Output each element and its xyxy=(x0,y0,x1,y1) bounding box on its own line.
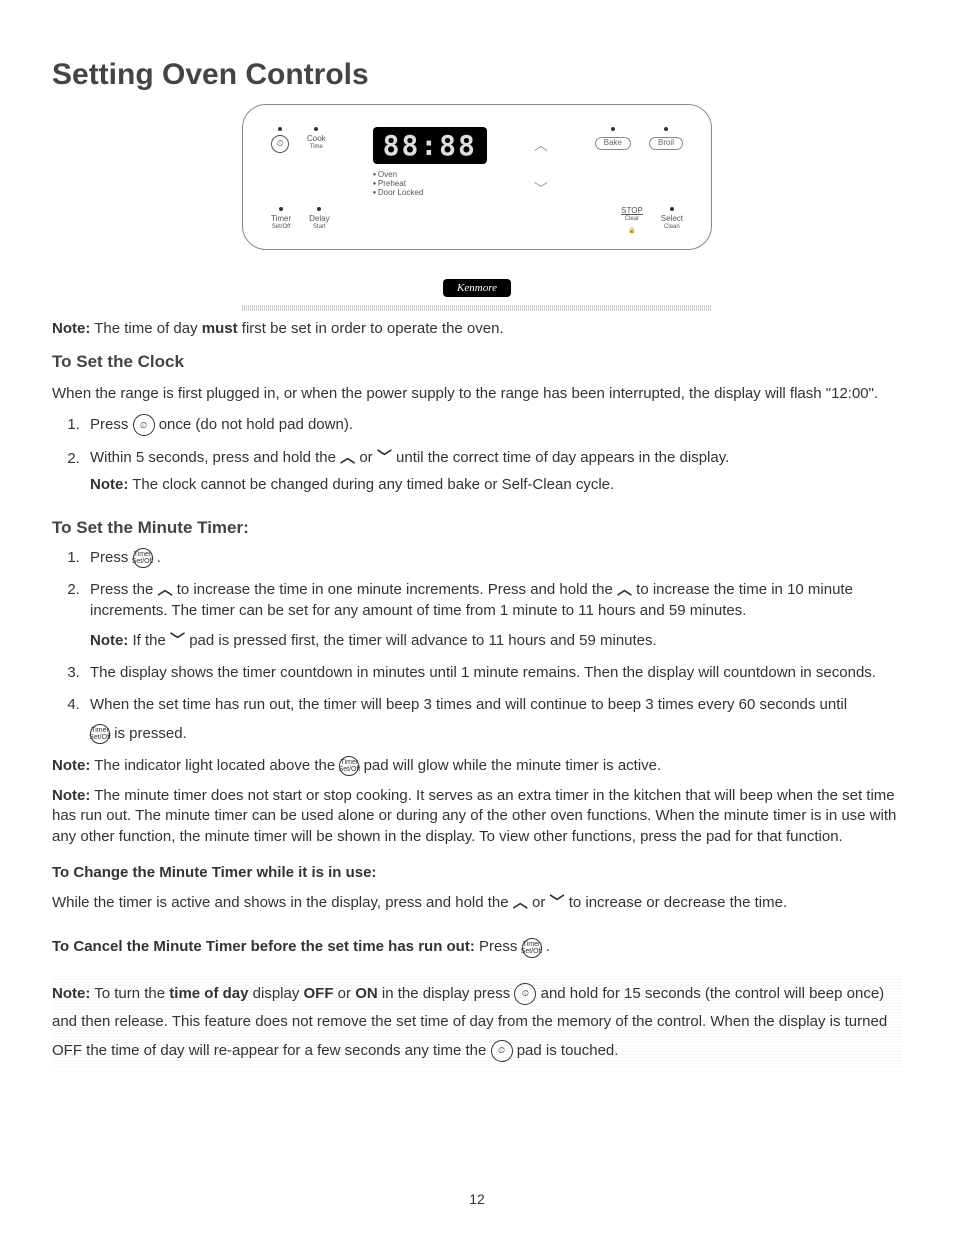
down-arrow-icon: ﹀ xyxy=(170,632,185,649)
clock-icon: ⏲ xyxy=(271,135,289,153)
down-arrow-icon: ﹀ xyxy=(377,449,392,466)
clock-icon: ⏲ xyxy=(133,414,155,436)
panel-delay-button: Delay Start xyxy=(309,207,329,230)
clock-icon: ⏲ xyxy=(514,983,536,1005)
up-arrow-icon: ︿ xyxy=(617,581,632,598)
heading-cancel-timer: To Cancel the Minute Timer before the se… xyxy=(52,937,902,957)
panel-cook-time-button: Cook Time xyxy=(307,127,326,153)
control-panel-figure: ⏲ Cook Time 88:88 Oven Preheat Door Lock… xyxy=(242,104,712,311)
clock-intro: When the range is first plugged in, or w… xyxy=(52,384,902,404)
note-indicator-light: Note: The indicator light located above … xyxy=(52,756,902,776)
panel-up-arrow: ︿ xyxy=(534,135,548,155)
up-arrow-icon: ︿ xyxy=(158,581,173,598)
clock-step-1: Press ⏲ once (do not hold pad down). xyxy=(84,414,902,436)
timer-icon: TimerSet/Off xyxy=(339,756,359,776)
note-set-time-first: Note: The time of day must first be set … xyxy=(52,319,902,339)
timer-icon: TimerSet/Off xyxy=(90,724,110,744)
lock-icon: 🔒 xyxy=(628,228,635,235)
clock-steps: Press ⏲ once (do not hold pad down). Wit… xyxy=(78,414,902,495)
page-title: Setting Oven Controls xyxy=(52,58,902,92)
panel-bake-button: Bake xyxy=(595,127,631,152)
timer-step-1: Press TimerSet/Off . xyxy=(84,548,902,568)
status-door-locked: Door Locked xyxy=(373,188,487,197)
clock-step-2: Within 5 seconds, press and hold the ︿ o… xyxy=(84,448,902,495)
heading-change-timer: To Change the Minute Timer while it is i… xyxy=(52,863,902,883)
panel-broil-button: Broil xyxy=(649,127,683,152)
page-number: 12 xyxy=(0,1191,954,1207)
change-timer-text: While the timer is active and shows in t… xyxy=(52,893,902,913)
heading-set-minute-timer: To Set the Minute Timer: xyxy=(52,517,902,540)
panel-timer-button: Timer Set/Off xyxy=(271,207,291,230)
timer-icon: TimerSet/Off xyxy=(133,548,153,568)
up-arrow-icon: ︿ xyxy=(513,894,528,911)
down-arrow-icon: ﹀ xyxy=(550,894,565,911)
panel-select-button: Select Clean xyxy=(661,207,683,235)
timer-step-2: Press the ︿ to increase the time in one … xyxy=(84,580,902,651)
status-preheat: Preheat xyxy=(373,179,487,188)
panel-down-arrow: ﹀ xyxy=(534,179,548,199)
brand-logo: Kenmore xyxy=(443,279,511,297)
heading-set-clock: To Set the Clock xyxy=(52,351,902,374)
up-arrow-icon: ︿ xyxy=(340,449,355,466)
clock-icon: ⏲ xyxy=(491,1040,513,1062)
panel-digital-display: 88:88 Oven Preheat Door Locked xyxy=(373,127,487,197)
timer-icon: TimerSet/Off xyxy=(522,938,542,958)
panel-stop-button: STOP Clear 🔒 xyxy=(621,207,643,235)
panel-clock-button: ⏲ xyxy=(271,127,289,153)
note-minute-timer-behaviour: Note: The minute timer does not start or… xyxy=(52,786,902,847)
timer-step-3: The display shows the timer countdown in… xyxy=(84,663,902,683)
timer-step-4: When the set time has run out, the timer… xyxy=(84,695,902,744)
status-oven: Oven xyxy=(373,170,487,179)
timer-steps: Press TimerSet/Off . Press the ︿ to incr… xyxy=(78,548,902,744)
note-display-on-off: Note: To turn the time of day display OF… xyxy=(52,976,902,1070)
